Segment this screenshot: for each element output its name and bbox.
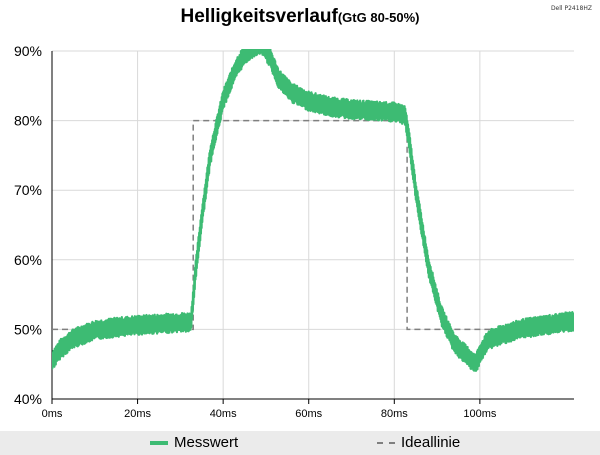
y-tick-label: 60% [14,252,42,268]
y-tick-label: 80% [14,113,42,129]
legend-label-measured: Messwert [174,434,239,451]
y-tick-label: 90% [14,43,42,59]
chart-subtitle: (GtG 80-50%) [337,10,420,25]
y-tick-label: 40% [14,391,42,407]
legend-item-ideal: Ideallinie [377,434,460,451]
legend: Messwert Ideallinie [0,431,600,455]
x-tick-label: 80ms [381,408,408,420]
x-tick-label: 20ms [124,408,151,420]
x-tick-label: 100ms [463,408,497,420]
y-tick-label: 70% [14,182,42,198]
legend-swatch-ideal [377,441,395,444]
chart-title-main: Helligkeitsverlauf [180,6,338,27]
legend-swatch-measured [150,440,168,445]
series-layer [52,49,574,372]
monitor-model-label: Dell P2418HZ [550,5,592,12]
series-line-messwert [52,49,574,372]
x-tick-label: 60ms [295,408,322,420]
x-tick-label: 0ms [42,408,63,420]
legend-label-ideal: Ideallinie [401,434,461,451]
chart-title: Helligkeitsverlauf(GtG 80-50%) [0,6,600,28]
series-line-ideallinie [52,119,574,331]
tick-labels: 40% 50% 60% 70% 80% 90% 0ms 20ms 40ms 60ms 80ms 100… [14,43,497,420]
series-clip-group [52,49,574,372]
x-tick-label: 40ms [210,408,237,420]
brightness-chart: 40% 50% 60% 70% 80% 90% 0ms 20ms 40ms 60ms 80ms 100… [14,43,574,420]
axes [51,51,574,404]
y-tick-label: 50% [14,321,42,337]
legend-item-measured: Messwert [150,434,238,451]
